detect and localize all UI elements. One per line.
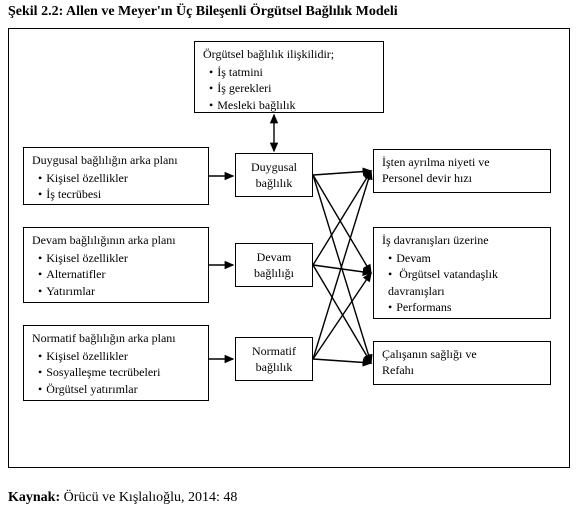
line: Çalışanın sağlığı ve xyxy=(382,346,542,362)
antecedent-box-normative: Normatif bağlılığın arka planı Kişisel ö… xyxy=(23,325,209,401)
diagram-frame: Örgütsel bağlılık ilişkilidir; İş tatmin… xyxy=(8,28,570,468)
line: İşten ayrılma niyeti ve xyxy=(382,154,542,170)
arrow xyxy=(313,265,371,363)
commitment-normative: Normatif bağlılık xyxy=(235,337,313,381)
outcome-turnover: İşten ayrılma niyeti ve Personel devir h… xyxy=(373,149,551,193)
top-box-item: İş tatmini xyxy=(209,64,375,80)
list-item: Yatırımlar xyxy=(38,283,200,299)
page: Şekil 2.2: Allen ve Meyer'ın Üç Bileşenl… xyxy=(0,0,578,516)
top-box-item: Mesleki bağlılık xyxy=(209,97,375,113)
top-box-list: İş tatmini İş gerekleri Mesleki bağlılık xyxy=(209,64,375,113)
label-line: bağlılık xyxy=(256,359,293,375)
list-item: Sosyalleşme tecrübeleri xyxy=(38,364,200,380)
list-item: İş tecrübesi xyxy=(38,186,200,202)
top-box-item: İş gerekleri xyxy=(209,80,375,96)
arrow xyxy=(313,171,371,175)
label-line: bağlılık xyxy=(256,175,293,191)
box-title: Duygusal bağlılığın arka planı xyxy=(32,152,200,168)
box-list: Kişisel özellikler Sosyalleşme tecrübele… xyxy=(38,348,200,397)
box-title: Normatif bağlılığın arka planı xyxy=(32,330,200,346)
source-label: Kaynak: xyxy=(8,490,60,505)
label-line: Normatif xyxy=(252,343,296,359)
list-item: Örgütsel yatırımlar xyxy=(38,381,200,397)
top-related-box: Örgütsel bağlılık ilişkilidir; İş tatmin… xyxy=(194,41,384,113)
box-list: Kişisel özellikler İş tecrübesi xyxy=(38,170,200,202)
arrow xyxy=(313,175,371,273)
commitment-affective: Duygusal bağlılık xyxy=(235,153,313,197)
box-title: İş davranışları üzerine xyxy=(382,232,542,248)
commitment-continuance: Devam bağlılığı xyxy=(235,243,313,287)
list-item: Kişisel özellikler xyxy=(38,250,200,266)
list-item: Kişisel özellikler xyxy=(38,348,200,364)
top-box-title: Örgütsel bağlılık ilişkilidir; xyxy=(203,46,375,62)
label-line: Duygusal xyxy=(251,159,297,175)
box-title: Devam bağlılığının arka planı xyxy=(32,232,200,248)
outcome-wellbeing: Çalışanın sağlığı ve Refahı xyxy=(373,341,551,385)
arrow xyxy=(313,171,371,265)
line: Refahı xyxy=(382,362,542,378)
list-item: Alternatifler xyxy=(38,266,200,282)
list-item-text: Örgütsel vatandaşlık davranışları xyxy=(388,267,498,297)
list-item: Performans xyxy=(388,299,542,315)
label-line: bağlılığı xyxy=(254,265,294,281)
arrow xyxy=(313,265,371,273)
outcome-behaviors: İş davranışları üzerine Devam Örgütsel v… xyxy=(373,227,551,319)
arrow xyxy=(313,175,371,363)
box-list: Devam Örgütsel vatandaşlık davranışları … xyxy=(388,250,542,315)
arrow xyxy=(313,359,371,363)
antecedent-box-affective: Duygusal bağlılığın arka planı Kişisel ö… xyxy=(23,147,209,205)
arrow xyxy=(313,171,371,359)
source-text: Örücü ve Kışlalıoğlu, 2014: 48 xyxy=(60,490,237,505)
figure-source: Kaynak: Örücü ve Kışlalıoğlu, 2014: 48 xyxy=(8,490,237,506)
antecedent-box-continuance: Devam bağlılığının arka planı Kişisel öz… xyxy=(23,227,209,303)
line: Personel devir hızı xyxy=(382,170,542,186)
list-item: Devam xyxy=(388,250,542,266)
figure-title: Şekil 2.2: Allen ve Meyer'ın Üç Bileşenl… xyxy=(8,4,398,20)
list-item: Örgütsel vatandaşlık davranışları xyxy=(388,266,542,298)
label-line: Devam xyxy=(257,249,292,265)
box-list: Kişisel özellikler Alternatifler Yatırım… xyxy=(38,250,200,299)
list-item: Kişisel özellikler xyxy=(38,170,200,186)
arrow xyxy=(313,273,371,359)
